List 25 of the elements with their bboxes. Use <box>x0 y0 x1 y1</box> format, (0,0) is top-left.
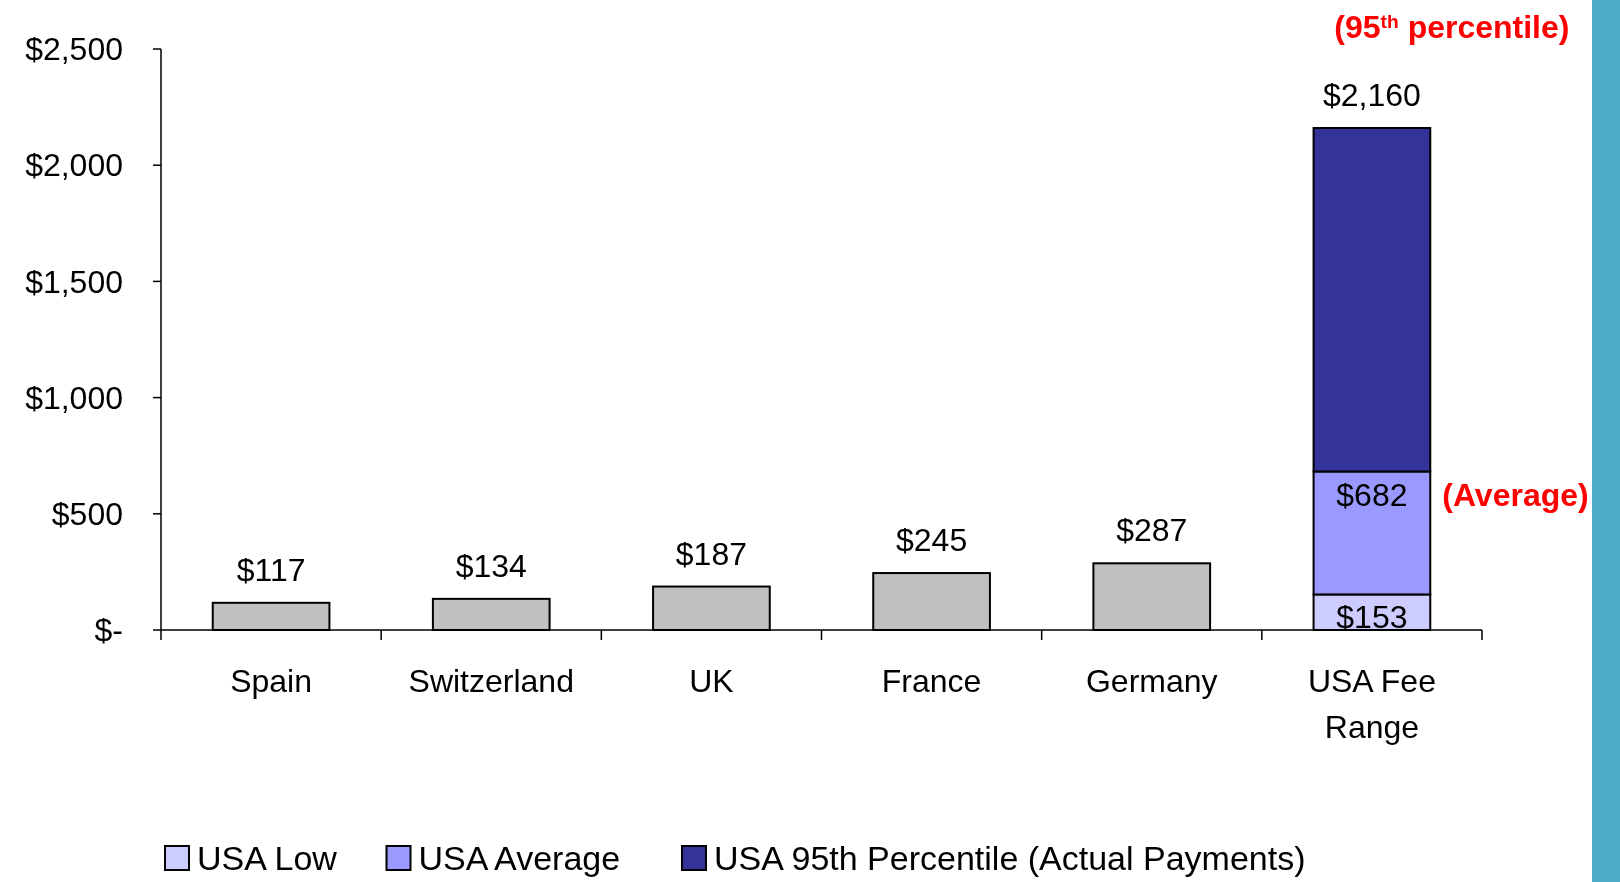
annotation: (Average) <box>1442 476 1589 513</box>
annotation: $682 <box>1336 476 1408 513</box>
y-tick-label: $500 <box>51 496 123 532</box>
data-label: $245 <box>895 522 968 559</box>
y-tick-label: $1,000 <box>25 379 123 416</box>
x-tick-label: Germany <box>1085 663 1218 699</box>
data-label: $187 <box>675 535 748 572</box>
x-tick-label: Spain <box>230 663 313 699</box>
annotation: $2,160 <box>1322 77 1421 114</box>
x-tick-label: USA Fee Range <box>1307 663 1436 745</box>
data-label: $134 <box>455 547 527 584</box>
data-label: $153 <box>1336 599 1408 636</box>
data-label: $117 <box>236 551 306 588</box>
legend-label: USA Low <box>197 839 338 877</box>
data-label: $287 <box>1116 512 1188 549</box>
legend-label: USA Average <box>418 839 621 877</box>
x-tick-label: France <box>881 663 982 699</box>
legend-label: USA 95th Percentile (Actual Payments) <box>714 839 1306 877</box>
y-tick-label: $- <box>94 612 123 649</box>
y-tick-label: $2,500 <box>25 31 123 68</box>
y-tick-label: $1,500 <box>25 263 123 300</box>
x-tick-label: Switzerland <box>408 663 574 699</box>
y-tick-label: $2,000 <box>25 147 123 184</box>
annotation: (95$^{th}$ percentile) <box>1334 9 1570 45</box>
x-tick-label: UK <box>689 663 734 699</box>
